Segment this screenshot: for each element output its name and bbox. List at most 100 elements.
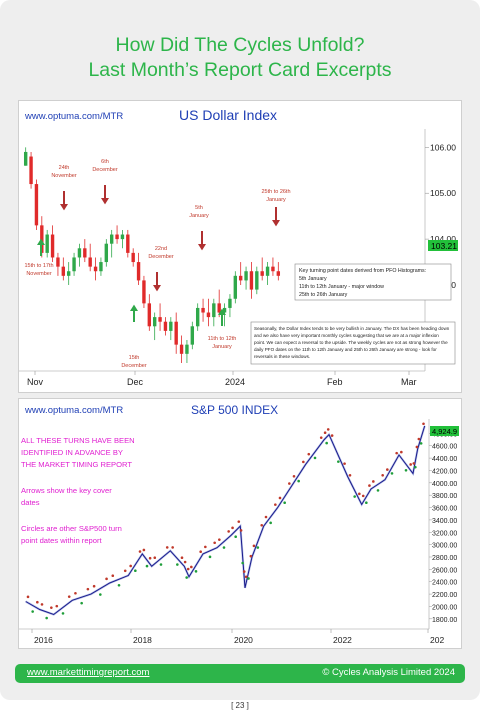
dx-candle-body [56, 257, 60, 267]
dx-candle-body [206, 312, 211, 318]
turn-point-low-marker [247, 577, 250, 580]
pfo-note-line: Key turning point dates derived from PFO… [299, 268, 426, 274]
dx-candle-body [190, 326, 195, 345]
page-number: [ 23 ] [231, 701, 249, 710]
dx-last-price-badge: 103.21 [428, 240, 458, 251]
turn-point-low-marker [325, 441, 328, 445]
seasonality-note-line: daily PFO dates on the 11th to 12th Janu… [254, 347, 437, 352]
turn-point-high-marker [171, 546, 174, 549]
turn-point-high-marker [74, 591, 77, 595]
turn-point-low-marker [283, 501, 286, 505]
turn-point-low-marker [313, 456, 317, 460]
sp-y-tick-label: 3400.00 [432, 518, 457, 525]
dx-candle-body [228, 298, 232, 308]
sp-y-tick-label: 3800.00 [432, 493, 457, 500]
sp-y-tick-label: 4200.00 [432, 468, 457, 475]
turn-point-high-marker [274, 503, 277, 506]
turn-point-high-marker [199, 550, 202, 554]
turn-point-high-marker [204, 545, 207, 549]
turn-point-low-marker [390, 472, 394, 475]
sp-side-notes: ALL THESE TURNS HAVE BEEN IDENTIFIED IN … [21, 436, 135, 545]
turn-point-low-marker [414, 465, 417, 469]
dx-annotation-label: 24th [59, 165, 70, 171]
dx-candle-body [66, 271, 71, 276]
dx-candle [238, 262, 243, 285]
dx-candle [45, 229, 49, 258]
dx-candle [83, 239, 87, 263]
sp-chart-title: S&P 500 INDEX [191, 403, 278, 417]
dx-candle [115, 225, 119, 244]
sp-y-tick-label: 2400.00 [432, 580, 457, 587]
turn-point-high-marker [138, 550, 142, 553]
sp-side-note-line: dates [21, 498, 40, 507]
up-arrow-head-icon [37, 238, 45, 245]
sp-side-note-line: Circles are other S&P500 turn [21, 524, 122, 533]
sp-y-tick-label: 4400.00 [432, 456, 457, 463]
dx-candle-body [244, 271, 248, 281]
turn-point-high-marker [400, 450, 403, 454]
dx-candle [265, 262, 270, 285]
dx-candle [152, 312, 157, 341]
footer-website-link[interactable]: www.markettimingreport.com [27, 667, 150, 678]
turn-point-high-marker [319, 436, 323, 439]
dx-candle-body [222, 307, 227, 313]
down-arrow-head-icon [198, 244, 206, 251]
turn-point-high-marker [165, 546, 169, 549]
sp-y-tick-label: 3000.00 [432, 543, 457, 550]
dx-annotation: 5th January [189, 205, 209, 251]
turn-point-low-marker [185, 576, 188, 579]
turn-point-low-marker [80, 601, 83, 605]
turn-point-high-marker [323, 431, 327, 435]
dx-candle-body [45, 234, 49, 253]
dx-candle-body [271, 266, 275, 272]
dx-candle [120, 229, 125, 249]
turn-point-high-marker [227, 530, 230, 533]
dx-candle [228, 294, 232, 318]
dx-candle [109, 229, 114, 258]
dx-candle [260, 257, 264, 281]
dx-candle [179, 335, 184, 363]
turn-point-high-marker [231, 526, 234, 530]
dx-candle [142, 275, 146, 308]
turn-point-high-marker [409, 463, 412, 466]
sp-last-price: 4,924.9 [432, 427, 457, 436]
sp-x-tick-label: 2016 [34, 635, 53, 645]
dx-candle [66, 262, 71, 285]
dx-candle [206, 298, 211, 327]
turn-point-high-marker [237, 520, 241, 523]
sp-x-tick-label: 202 [430, 635, 444, 645]
dx-annotation-label: November [51, 173, 77, 179]
dx-candle-body [212, 303, 216, 318]
turn-point-high-marker [249, 554, 253, 558]
dx-annotation: 22nd December [148, 246, 174, 292]
dx-candle-body [201, 307, 205, 313]
turn-point-high-marker [422, 422, 425, 426]
turn-point-low-marker [208, 555, 212, 559]
dx-annotation-label: January [266, 197, 286, 203]
sp-source-label: www.optuma.com/MTR [24, 405, 123, 416]
dx-annotation-label: December [121, 363, 147, 369]
turn-point-high-marker [260, 523, 264, 527]
turn-point-high-marker [302, 460, 305, 464]
dx-y-tick-label: 106.00 [430, 142, 456, 152]
dx-x-tick-label: 2024 [225, 377, 245, 387]
dx-candle-body [174, 321, 178, 345]
sp-side-note-line: point dates within report [21, 536, 103, 545]
turn-point-high-marker [381, 473, 384, 477]
dx-candle [29, 151, 33, 189]
dx-annotation-label: 11th to 12th [208, 336, 237, 342]
sp-y-tick-label: 2800.00 [432, 555, 457, 562]
turn-point-high-marker [252, 544, 256, 548]
dx-candle [195, 303, 200, 331]
up-arrow-head-icon [218, 308, 226, 315]
turn-point-low-marker [145, 564, 149, 568]
dx-x-tick-label: Mar [401, 377, 417, 387]
sp-x-tick-label: 2020 [234, 635, 253, 645]
turn-point-low-marker [337, 460, 340, 463]
dx-candle-body [163, 321, 168, 331]
down-arrow-head-icon [153, 285, 161, 292]
dx-candle [174, 312, 178, 354]
dx-y-tick-label: 104.00 [430, 234, 456, 244]
dx-annotation: 6th December [92, 159, 118, 205]
dx-annotation-label: January [189, 213, 209, 219]
